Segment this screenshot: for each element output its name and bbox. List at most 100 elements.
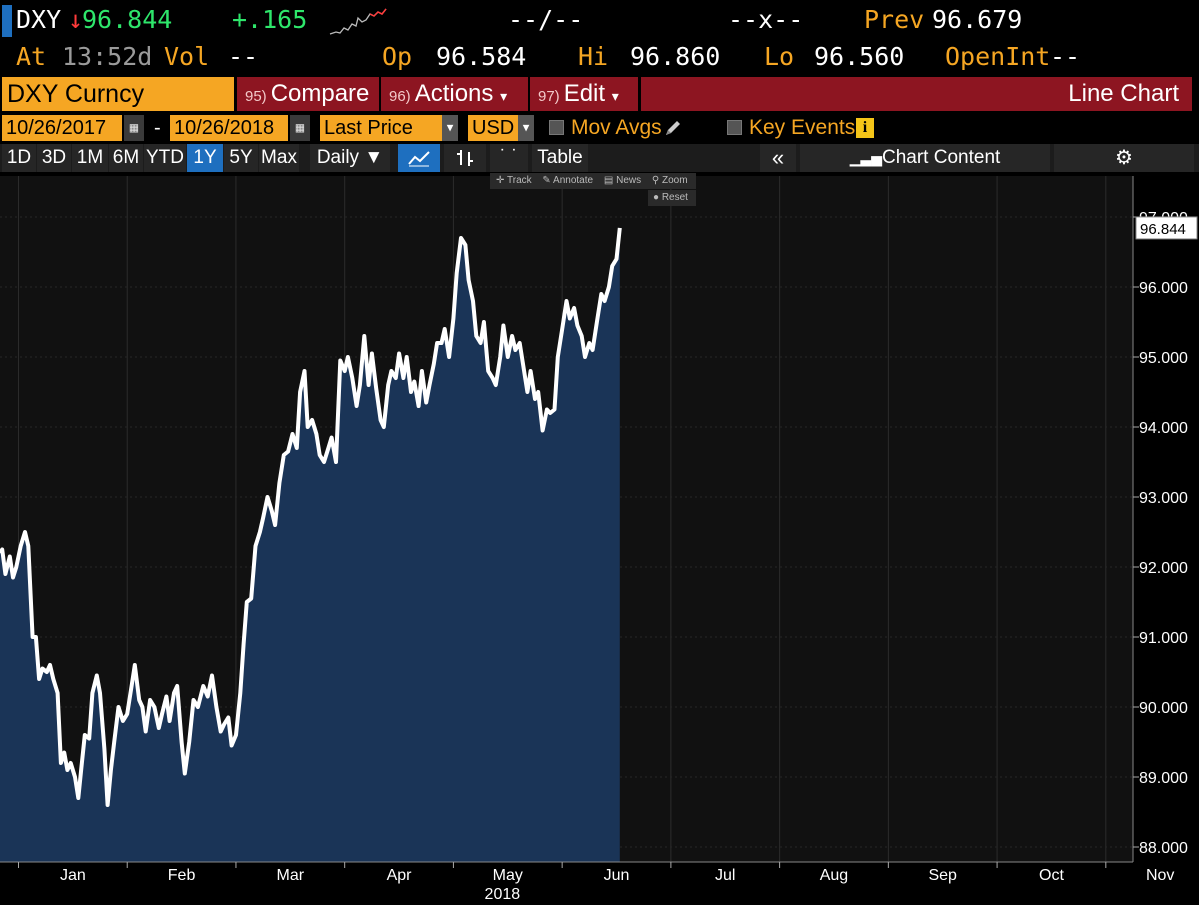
news-icon[interactable]: ▤ [603,175,614,186]
reset-icon: ● [653,192,660,203]
start-calendar-icon[interactable]: ▦ [124,115,144,141]
last-value-tag [1135,216,1198,240]
actions-number: 96) [389,88,411,105]
y-tick-label: 91.000 [1139,630,1188,647]
actions-button[interactable]: 96) Actions ▾ [381,77,528,111]
x-tick-label: Nov [1146,867,1174,884]
x-tick-label: May [493,867,523,884]
open-label: Op [382,42,413,71]
end-date-field[interactable]: 10/26/2018 [170,115,288,141]
reset-button[interactable]: ● Reset [648,190,696,206]
chart-tools-bar: ✛ Track ✎ Annotate ▤ News ⚲ Zoom [490,173,696,189]
chart-content-button[interactable]: ▁▃▅Chart Content [800,144,1050,172]
ticker-marker [2,5,12,37]
line-chart-icon[interactable] [398,144,440,172]
bid-ask: --/-- [508,5,584,34]
key-events-label[interactable]: Key Events [749,116,856,139]
news-button[interactable]: News [616,175,642,186]
currency-select[interactable]: USD [468,115,518,141]
edit-dropdown-icon: ▾ [611,88,619,104]
y-tick-label: 94.000 [1139,420,1188,437]
pencil-icon[interactable] [662,117,684,139]
quote-time: 13:52d [62,42,153,71]
date-separator: - [154,117,161,139]
price-area [0,227,620,862]
x-tick-label: Oct [1039,867,1064,884]
prev-label: Prev [864,5,925,34]
more-options-icon[interactable]: ˙ ˙ [490,144,528,172]
lo-value: 96.560 [814,42,905,71]
settings-gear-icon[interactable]: ⚙ [1054,144,1194,172]
hi-value: 96.860 [630,42,721,71]
y-tick-label: 88.000 [1139,840,1188,857]
currency-dropdown-icon[interactable]: ▼ [518,115,534,141]
table-button[interactable]: Table [532,144,588,172]
y-tick-label: 96.000 [1139,280,1188,297]
period-button-1y[interactable]: 1Y [187,144,223,172]
period-button-ytd[interactable]: YTD [144,144,186,172]
actions-dropdown-icon: ▾ [500,88,508,104]
edit-number: 97) [538,88,560,105]
zoom-button[interactable]: Zoom [662,175,688,186]
price-field-select[interactable]: Last Price [320,115,442,141]
frequency-select[interactable]: Daily ▼ [310,144,390,172]
track-button[interactable]: Track [507,175,532,186]
annotate-icon[interactable]: ✎ [542,175,551,186]
period-button-5y[interactable]: 5Y [224,144,258,172]
bid-ask-size: --x-- [728,5,804,34]
mov-avgs-label[interactable]: Mov Avgs [571,116,662,139]
vol-label: Vol [164,42,210,71]
x-tick-label: Apr [387,867,413,884]
period-button-1m[interactable]: 1M [72,144,108,172]
x-tick-label: Mar [277,867,305,884]
period-button-3d[interactable]: 3D [37,144,71,172]
y-tick-label: 95.000 [1139,350,1188,367]
last-value-label: 96.844 [1140,221,1186,238]
collapse-icon[interactable]: « [760,144,796,172]
annotate-button[interactable]: Annotate [553,175,594,186]
edit-label: Edit [563,80,606,107]
price-field-dropdown-icon[interactable]: ▼ [442,115,458,141]
x-tick-label: Jun [604,867,630,884]
vol-value: -- [228,42,259,71]
compare-button[interactable]: 95) Compare [237,77,379,111]
ohlc-bar-icon[interactable] [444,144,486,172]
y-tick-label: 89.000 [1139,770,1188,787]
mov-avgs-checkbox[interactable] [549,120,564,135]
x-tick-label: Aug [820,867,848,884]
x-tick-label: Jan [60,867,86,884]
end-calendar-icon[interactable]: ▦ [290,115,310,141]
prev-value: 96.679 [932,5,1023,34]
lo-label: Lo [764,42,795,71]
y-tick-label: 92.000 [1139,560,1188,577]
period-button-max[interactable]: Max [259,144,299,172]
start-date-field[interactable]: 10/26/2017 [2,115,122,141]
x-tick-label: Feb [168,867,196,884]
y-tick-label: 93.000 [1139,490,1188,507]
key-events-checkbox[interactable] [727,120,742,135]
period-button-1d[interactable]: 1D [2,144,36,172]
info-icon[interactable]: i [856,118,874,138]
x-tick-label: Jul [715,867,735,884]
security-field[interactable]: DXY Curncy [2,77,234,111]
openint-value: -- [1050,42,1081,71]
period-button-6m[interactable]: 6M [109,144,143,172]
at-label: At [16,42,47,71]
chart-content-icon: ▁▃▅ [849,150,882,166]
edit-button[interactable]: 97) Edit ▾ [530,77,638,111]
hi-label: Hi [578,42,609,71]
zoom-icon[interactable]: ⚲ [651,175,660,186]
price-change: +.165 [232,5,308,34]
compare-number: 95) [245,88,267,105]
openint-label: OpenInt [945,42,1051,71]
sparkline-icon [329,8,387,35]
compare-label: Compare [270,80,370,107]
x-axis-year-label: 2018 [485,886,521,903]
actions-label: Actions [414,80,494,107]
chart-type-label: Line Chart [641,77,1192,111]
line-chart[interactable]: 88.000 89.000 90.000 91.000 92.000 93.000 94.0… [0,172,1199,905]
reset-label: Reset [661,192,688,203]
ticker-symbol: DXY [16,5,62,34]
y-tick-label: 90.000 [1139,700,1188,717]
track-icon[interactable]: ✛ [496,175,505,186]
